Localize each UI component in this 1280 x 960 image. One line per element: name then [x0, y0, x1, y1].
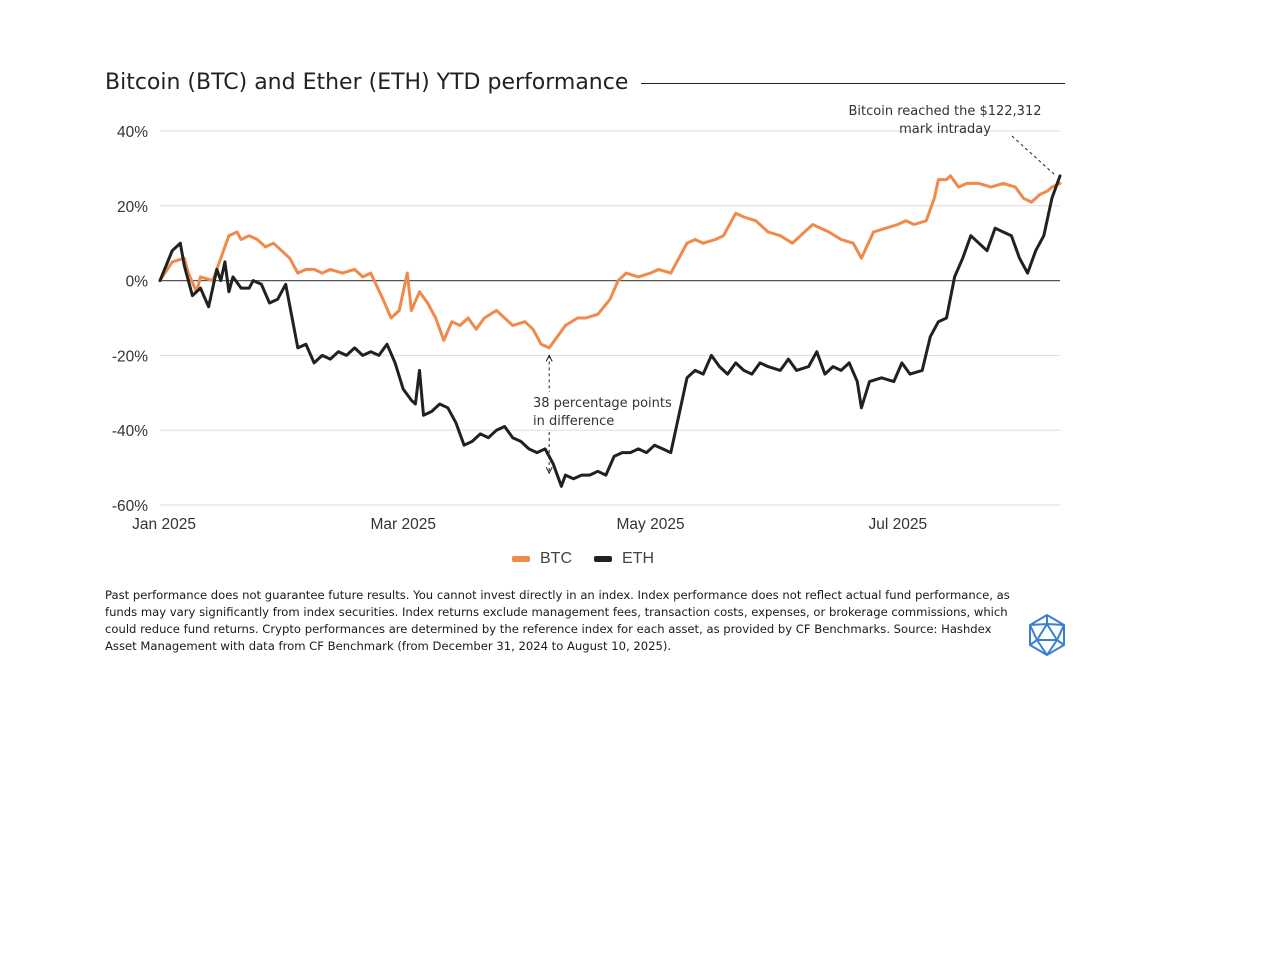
arrow-head-up — [545, 354, 553, 362]
legend-item-eth: ETH — [594, 550, 654, 568]
difference-annotation: 38 percentage points in difference — [533, 396, 672, 429]
y-tick-label: 20% — [117, 199, 148, 216]
y-tick-label: 40% — [117, 124, 148, 141]
chart-title: Bitcoin (BTC) and Ether (ETH) YTD perfor… — [105, 70, 629, 95]
chart-legend: BTC ETH — [512, 550, 668, 568]
y-tick-label: -40% — [112, 423, 148, 440]
disclaimer-footnote: Past performance does not guarantee futu… — [105, 588, 1010, 653]
x-tick-label: May 2025 — [617, 516, 685, 533]
y-tick-label: -20% — [112, 348, 148, 365]
btc-high-connector — [1011, 135, 1057, 177]
x-tick-label: Mar 2025 — [371, 516, 436, 533]
x-tick-label: Jul 2025 — [869, 516, 928, 533]
series-line-btc — [158, 174, 1062, 350]
arrow-head-down — [545, 466, 553, 475]
title-divider — [641, 83, 1065, 84]
legend-swatch — [594, 556, 612, 562]
btc-high-annotation: Bitcoin reached the $122,312 mark intrad… — [848, 104, 1042, 137]
legend-item-btc: BTC — [512, 550, 572, 568]
legend-label: BTC — [540, 550, 572, 567]
x-tick-label: Jan 2025 — [132, 516, 196, 533]
y-tick-label: -60% — [112, 498, 148, 515]
legend-swatch — [512, 556, 530, 562]
line-chart: 40% 20% 0% -20% -40% -60%Jan 2025 Mar 2025 May … — [112, 124, 1062, 533]
y-tick-label: 0% — [126, 274, 149, 291]
series-line-eth — [158, 174, 1062, 488]
icosahedron-logo-icon — [1029, 614, 1065, 656]
legend-label: ETH — [622, 550, 654, 567]
